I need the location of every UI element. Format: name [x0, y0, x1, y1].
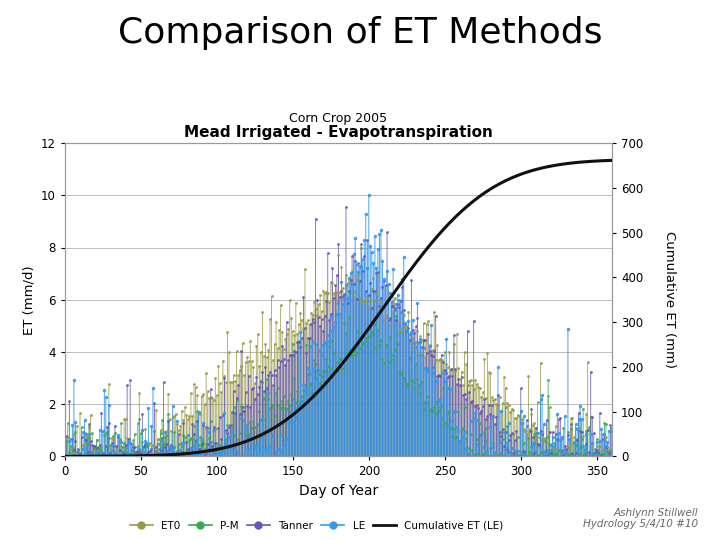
Text: Comparison of ET Methods: Comparison of ET Methods [118, 16, 602, 50]
Y-axis label: Cumulative ET (mm): Cumulative ET (mm) [662, 231, 676, 368]
X-axis label: Day of Year: Day of Year [299, 484, 378, 498]
Y-axis label: ET (mm/d): ET (mm/d) [22, 265, 35, 334]
Text: Ashlynn Stillwell
Hydrology 5/4/10 #10: Ashlynn Stillwell Hydrology 5/4/10 #10 [583, 508, 698, 529]
Text: Corn Crop 2005: Corn Crop 2005 [289, 112, 387, 125]
Text: Mead Irrigated - Evapotranspiration: Mead Irrigated - Evapotranspiration [184, 125, 492, 140]
Legend: ET0, P-M, Tanner, LE, Cumulative ET (LE): ET0, P-M, Tanner, LE, Cumulative ET (LE) [126, 516, 508, 535]
